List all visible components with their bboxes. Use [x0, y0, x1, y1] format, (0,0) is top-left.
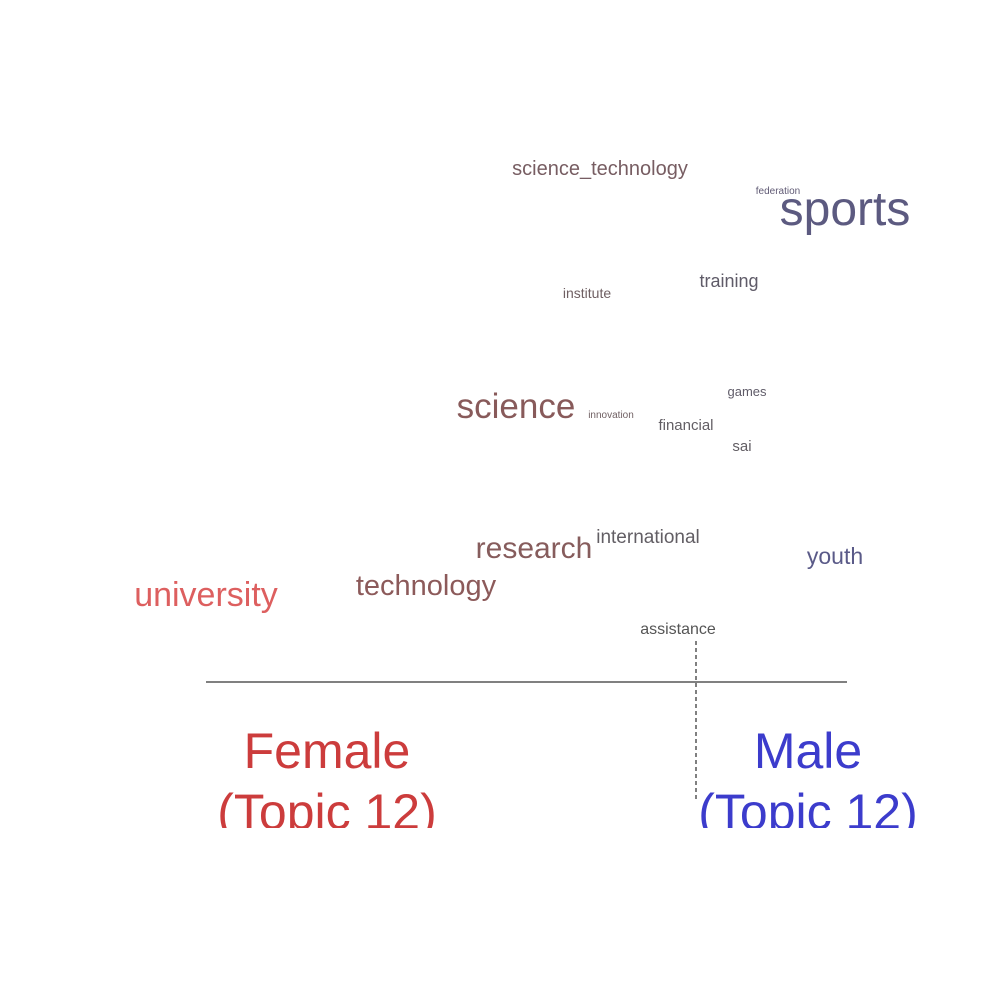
word-financial: financial [658, 417, 713, 434]
word-technology: technology [356, 570, 497, 602]
word-training: training [699, 271, 758, 291]
word-institute: institute [563, 285, 611, 301]
word-assistance: assistance [640, 621, 716, 638]
word-sai: sai [732, 438, 751, 455]
word-international: international [596, 527, 700, 548]
group-labels: Female(Topic 12)Male(Topic 12) [217, 723, 918, 840]
group-topic-female: (Topic 12) [217, 784, 437, 840]
group-topic-male: (Topic 12) [698, 784, 918, 840]
word-federation: federation [756, 186, 800, 197]
word-science-technology: science_technology [512, 158, 688, 180]
word-university: university [134, 576, 278, 614]
word-games: games [727, 384, 767, 399]
word-innovation: innovation [588, 410, 634, 421]
word-science: science [457, 387, 576, 426]
word-research: research [476, 532, 593, 565]
group-label-female: Female [244, 723, 411, 779]
word-sports: sports [780, 183, 911, 236]
group-label-male: Male [754, 723, 862, 779]
word-youth: youth [807, 543, 863, 569]
